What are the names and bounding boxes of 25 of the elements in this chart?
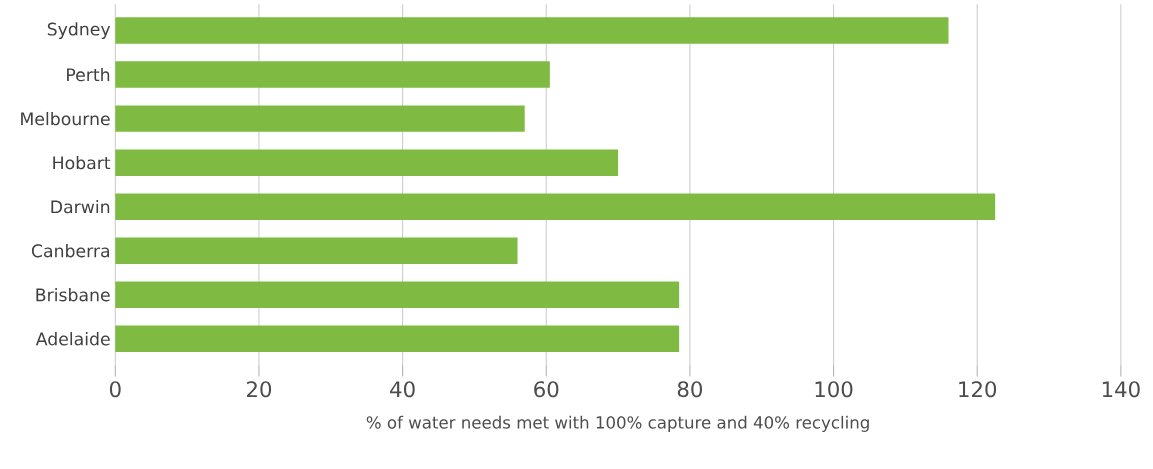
- y-tick-label: Melbourne: [21, 111, 110, 126]
- y-tick-label: Perth: [67, 67, 110, 82]
- x-tick-label: 0: [109, 381, 121, 398]
- bar: [115, 105, 525, 132]
- y-tick-label: Hobart: [53, 155, 111, 170]
- x-tick-label: 120: [959, 381, 997, 398]
- x-tick-label: 60: [534, 381, 559, 398]
- x-tick-label: 40: [390, 381, 415, 398]
- bar: [115, 325, 680, 352]
- y-tick-label: Canberra: [31, 243, 110, 258]
- bar: [115, 61, 550, 88]
- x-axis-title: % of water needs met with 100% capture and 40% recycling: [366, 415, 869, 432]
- x-tick-label: 100: [815, 381, 853, 398]
- x-tick-label: 80: [677, 381, 703, 398]
- bar: [115, 17, 949, 44]
- y-tick-label: Sydney: [47, 22, 111, 39]
- y-tick-label: Brisbane: [36, 287, 110, 302]
- bar: [115, 281, 680, 308]
- x-tick-label: 140: [1102, 381, 1140, 398]
- y-tick-label: Adelaide: [35, 332, 110, 346]
- bar: [115, 193, 996, 220]
- y-tick-label: Darwin: [51, 199, 110, 214]
- x-tick-label: 20: [247, 381, 272, 398]
- bar: [115, 149, 619, 176]
- bar: [115, 237, 518, 264]
